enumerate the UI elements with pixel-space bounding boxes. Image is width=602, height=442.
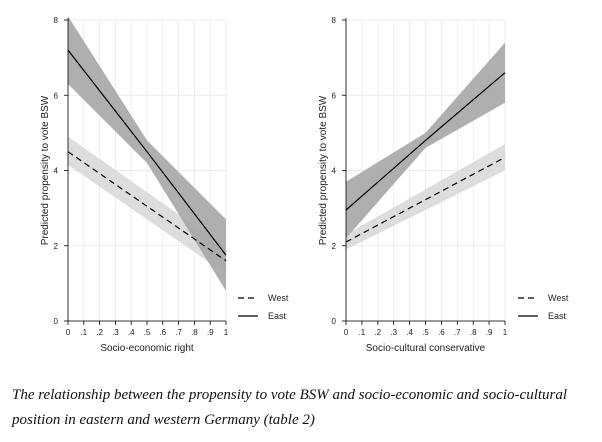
chart1-legend: West East [238,293,289,321]
chart2-x-tick-label-4: .4 [406,328,413,337]
chart1-legend-label-west: West [268,293,289,303]
chart1-plot: 0 .1 .2 .3 .4 .5 .6 .7 .8 .9 1 0 2 4 6 8 Socio-economic … [40,16,289,354]
chart1-x-tick-label-4: .4 [128,328,135,337]
chart2-x-tick-label-3: .3 [390,328,397,337]
chart1-y-tick-label-4: 8 [54,16,59,25]
chart1-x-tick-label-6: .6 [159,328,166,337]
chart2-y-tick-label-4: 8 [332,16,337,25]
chart2-legend: West East [518,293,569,321]
chart2-y-tick-label-3: 6 [332,91,337,100]
chart2-y-axis-title: Predicted propensity to vote BSW [318,95,329,245]
chart2-x-tick-label-5: .5 [422,328,429,337]
chart2-x-tick-label-8: .8 [470,328,477,337]
chart1-line-east [67,49,227,256]
chart2-x-tick-label-6: .6 [438,328,445,337]
chart2-x-tick-label-2: .2 [374,328,381,337]
chart2-line-east [345,72,506,211]
chart1-y-tick-label-1: 2 [54,242,59,251]
chart1-y-tick-label-2: 4 [54,167,59,176]
chart1-x-tick-label-5: .5 [144,328,151,337]
chart1-x-tick-label-9: .9 [207,328,214,337]
chart2-y-tick-label-0: 0 [332,317,337,326]
chart2-x-tick-label-7: .7 [454,328,461,337]
chart2-legend-label-west: West [548,293,569,303]
chart2-x-tick-label-9: .9 [486,328,493,337]
chart1-ci-band-west [68,136,226,274]
chart1-y-tick-label-3: 6 [54,91,59,100]
chart1-x-tick-label-8: .8 [191,328,198,337]
chart1-x-tick-label-7: .7 [175,328,182,337]
chart2-x-tick-label-0: 0 [344,328,349,337]
charts-svg: 0 .1 .2 .3 .4 .5 .6 .7 .8 .9 1 0 2 4 6 8 Socio-economic … [40,16,569,354]
chart2-line-west [345,156,506,243]
chart2-y-tick-label-1: 2 [332,242,337,251]
chart2-y-tick-label-2: 4 [332,167,337,176]
chart1-x-tick-label-3: .3 [112,328,119,337]
chart2-legend-label-east: East [548,311,567,321]
chart1-y-tick-label-0: 0 [54,317,59,326]
chart2-plot: 0 .1 .2 .3 .4 .5 .6 .7 .8 .9 1 0 2 4 6 8 Socio-cultural … [318,16,569,354]
figure-caption: The relationship between the propensity … [12,387,568,428]
chart1-x-tick-label-1: .1 [80,328,87,337]
chart1-x-axis-title: Socio-economic right [100,343,194,354]
chart1-y-axis-title: Predicted propensity to vote BSW [40,95,51,245]
chart2-x-tick-label-1: .1 [359,328,366,337]
chart1-line-west [67,151,227,262]
chart2-ci-band-west [346,144,505,250]
chart1-x-tick-label-0: 0 [66,328,71,337]
chart1-x-tick-label-10: 1 [224,328,229,337]
chart2-x-axis-title: Socio-cultural conservative [366,343,486,354]
chart1-x-tick-label-2: .2 [96,328,103,337]
chart2-x-tick-label-10: 1 [503,328,508,337]
chart1-legend-label-east: East [268,311,287,321]
chart1-ci-band-east [68,16,226,291]
